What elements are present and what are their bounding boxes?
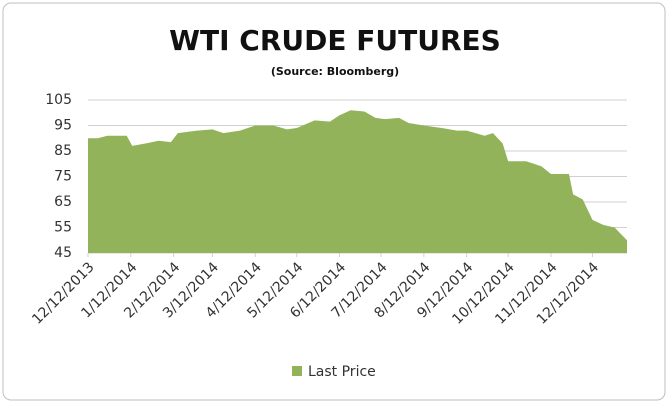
y-tick-label: 45 — [54, 245, 72, 261]
chart-title: WTI CRUDE FUTURES — [169, 24, 501, 57]
legend-label: Last Price — [308, 364, 376, 380]
y-tick-label: 95 — [54, 118, 72, 134]
y-tick-label: 85 — [54, 143, 72, 159]
area — [88, 110, 627, 253]
y-tick-label: 65 — [54, 194, 72, 210]
y-tick-label: 55 — [54, 220, 72, 236]
chart-subtitle: (Source: Bloomberg) — [271, 65, 399, 78]
y-tick-label: 75 — [54, 169, 72, 185]
y-tick-label: 105 — [45, 92, 72, 108]
legend-swatch — [292, 366, 302, 376]
